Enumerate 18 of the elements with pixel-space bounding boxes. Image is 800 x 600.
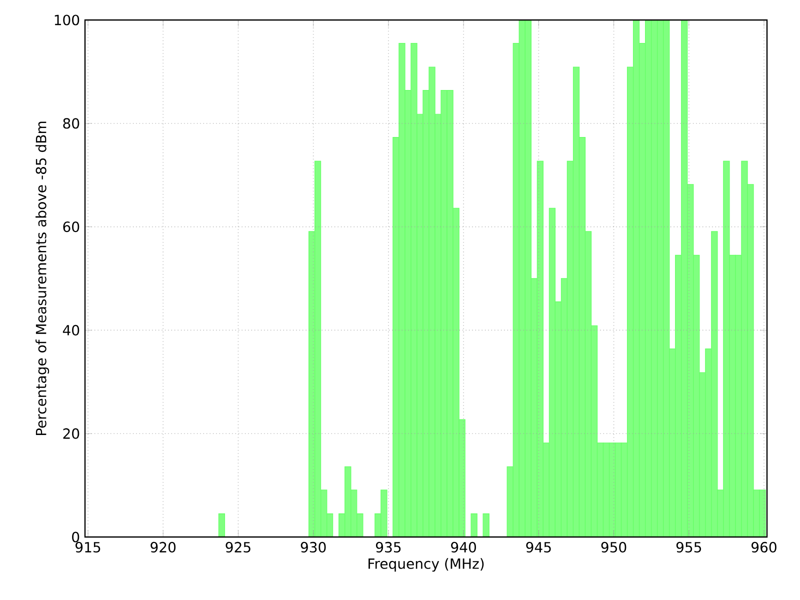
x-tick-label: 920 xyxy=(150,542,176,553)
y-tick-label: 80 xyxy=(63,118,80,129)
y-tick-label: 20 xyxy=(63,428,80,439)
x-tick-label: 930 xyxy=(300,542,326,553)
x-tick-label: 940 xyxy=(451,542,476,553)
x-tick-label: 955 xyxy=(676,542,702,553)
x-tick-label: 950 xyxy=(601,542,626,553)
x-axis-title: Frequency (MHz) xyxy=(368,558,484,572)
x-tick-label: 915 xyxy=(76,542,100,553)
x-tick-label: 935 xyxy=(376,542,401,553)
x-tick-label: 945 xyxy=(526,542,551,553)
y-tick-label: 100 xyxy=(54,14,80,26)
y-tick-label: 60 xyxy=(63,222,80,232)
y-tick-label: 0 xyxy=(72,532,80,542)
y-axis-title: Percentage of Measurements above -85 dBm xyxy=(36,122,50,436)
x-tick-label: 960 xyxy=(752,542,776,553)
x-tick-label: 925 xyxy=(226,542,250,553)
y-tick-label: 40 xyxy=(62,324,80,336)
